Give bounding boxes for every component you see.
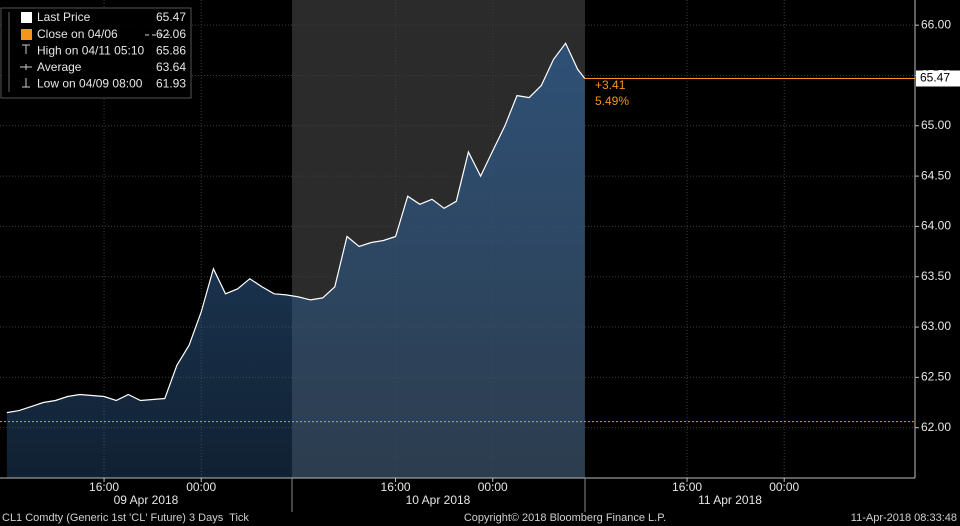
grid — [0, 0, 915, 478]
change-pct-label: 5.49% — [595, 94, 629, 108]
y-tick-label: 63.50 — [921, 269, 951, 283]
y-tick-label: 65.00 — [921, 118, 951, 132]
legend-label: Average — [37, 60, 82, 74]
x-group-label: 10 Apr 2018 — [406, 493, 471, 507]
last-price-label: 65.47 — [920, 71, 950, 85]
legend-value: 65.86 — [156, 44, 186, 58]
axes: 62.0062.5063.0063.5064.0064.5065.0065.50… — [89, 17, 960, 507]
footer-center: Copyright© 2018 Bloomberg Finance L.P. — [464, 512, 666, 524]
y-tick-label: 64.50 — [921, 168, 951, 182]
footer-right: 11-Apr-2018 08:33:48 — [851, 512, 957, 524]
price-area — [6, 43, 585, 479]
legend-swatch — [21, 12, 32, 23]
legend: Last Price 65.47 — [0, 7, 192, 99]
legend-value: 63.64 — [156, 60, 186, 74]
y-tick-label: 62.00 — [921, 420, 951, 434]
price-line — [6, 42, 586, 414]
y-tick-label: 63.00 — [921, 319, 951, 333]
legend-icon — [22, 44, 30, 54]
plot — [0, 42, 915, 479]
legend-label: Last Price — [37, 10, 91, 24]
change-label: +3.41 — [595, 78, 626, 92]
x-tick-label: 16:00 — [381, 480, 411, 494]
x-tick-label: 00:00 — [186, 480, 216, 494]
footer-left: CL1 Comdty (Generic 1st 'CL' Future) 3 D… — [2, 512, 249, 524]
legend-stats: Close on 04/06 62.06 High on 04/11 05:10 65… — [37, 27, 186, 91]
x-tick-label: 16:00 — [672, 480, 702, 494]
x-tick-label: 00:00 — [478, 480, 508, 494]
last-price-box — [916, 70, 960, 87]
legend-swatch — [21, 29, 32, 40]
legend-value: 65.47 — [156, 10, 186, 24]
y-tick-label: 62.50 — [921, 370, 951, 384]
y-tick-label: 66.00 — [921, 17, 951, 31]
legend-label: Close on 04/06 — [37, 27, 118, 41]
legend-icon — [20, 64, 32, 70]
legend-box — [0, 7, 192, 99]
y-tick-label: 64.00 — [921, 219, 951, 233]
legend-icon — [22, 78, 30, 88]
legend-value: 62.06 — [156, 27, 186, 41]
x-group-label: 09 Apr 2018 — [114, 493, 179, 507]
legend-label: High on 04/11 05:10 — [37, 44, 145, 58]
legend-label: Low on 04/09 08:00 — [37, 77, 143, 91]
legend-value: 61.93 — [156, 77, 186, 91]
x-tick-label: 16:00 — [89, 480, 119, 494]
x-tick-label: 00:00 — [769, 480, 799, 494]
x-group-label: 11 Apr 2018 — [698, 493, 762, 507]
